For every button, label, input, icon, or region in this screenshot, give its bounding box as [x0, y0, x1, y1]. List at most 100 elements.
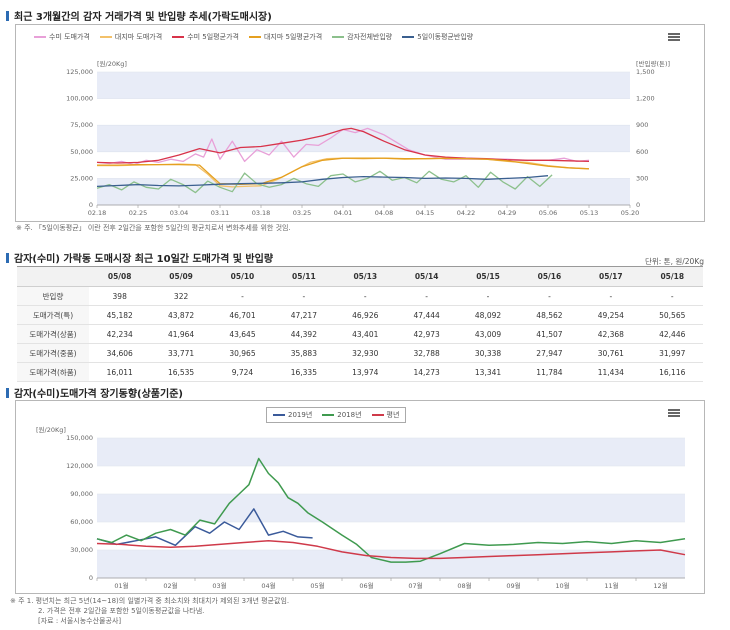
table-column-header: 05/09	[150, 266, 212, 287]
legend-swatch	[172, 36, 185, 38]
table-row: 도매가격(특) 45,182 43,872 46,701 47,217 46,926 47,…	[17, 305, 703, 325]
table-cell: 14,273	[395, 362, 458, 382]
chart2-menu-icon[interactable]	[668, 409, 680, 417]
chart1-menu-icon[interactable]	[668, 33, 680, 41]
table-cell: 30,338	[457, 343, 519, 363]
table-cell: 43,645	[211, 324, 274, 344]
legend-label: 감자전체반입량	[347, 33, 393, 41]
table-column-header: 05/15	[457, 266, 519, 287]
table-cell: 41,964	[150, 324, 212, 344]
chart1-legend-item-2[interactable]: 수미 5일평균가격	[172, 32, 239, 42]
table-cell: 32,930	[334, 343, 396, 363]
table-cell: 45,182	[89, 305, 151, 325]
legend-label: 수미 도매가격	[49, 33, 90, 41]
table-cell: 41,507	[518, 324, 581, 344]
chart1-title-text: 최근 3개월간의 감자 거래가격 및 반입량 추세(가락도매시장)	[14, 12, 272, 23]
table-cell: -	[211, 286, 274, 306]
table-column-header: 05/16	[518, 266, 581, 287]
chart1-legend-item-3[interactable]: 대지마 5일평균가격	[248, 32, 323, 42]
chart2-legend: 2019년 2018년 평년	[266, 407, 407, 423]
table-column-header: 05/11	[273, 266, 335, 287]
legend-swatch	[332, 36, 345, 38]
title-bar-marker	[6, 252, 9, 263]
chart2-legend-item-2[interactable]: 평년	[371, 410, 400, 420]
table-cell: 42,368	[580, 324, 642, 344]
table-row: 도매가격(상품) 42,234 41,964 43,645 44,392 43,401 42…	[17, 324, 703, 344]
legend-swatch	[248, 36, 261, 38]
table-cell: -	[580, 286, 642, 306]
chart1-legend-item-0[interactable]: 수미 도매가격	[34, 32, 90, 42]
chart2-legend-item-0[interactable]: 2019년	[273, 410, 312, 420]
chart1-legend: 수미 도매가격 대지마 도매가격 수미 5일평균가격 대지마 5일평균가격 감자전체반입…	[34, 32, 473, 42]
table-row-label: 도매가격(상품)	[17, 324, 89, 344]
chart2-frame: 2019년 2018년 평년	[15, 400, 705, 594]
table-cell: 34,606	[89, 343, 151, 363]
table-cell: 46,926	[334, 305, 396, 325]
table-cell: 30,761	[580, 343, 642, 363]
table-row-label: 도매가격(하품)	[17, 362, 89, 382]
table-cell: 42,234	[89, 324, 151, 344]
legend-label: 대지마 도매가격	[114, 33, 163, 41]
table-cell: 31,997	[641, 343, 703, 363]
table-column-header: 05/18	[641, 266, 703, 287]
chart2-title: 감자(수미)도매가격 장기동향(상품기준)	[6, 385, 183, 400]
chart1-title: 최근 3개월간의 감자 거래가격 및 반입량 추세(가락도매시장)	[6, 8, 272, 23]
legend-swatch	[273, 414, 285, 416]
table-cell: 42,446	[641, 324, 703, 344]
table-cell: -	[334, 286, 396, 306]
table-cell: -	[395, 286, 458, 306]
table-column-header: 05/17	[580, 266, 642, 287]
chart2-title-text: 감자(수미)도매가격 장기동향(상품기준)	[14, 389, 183, 400]
legend-label: 2019년	[288, 411, 313, 419]
table-column-header: 05/10	[211, 266, 274, 287]
table-column-header: 05/08	[89, 266, 151, 287]
chart2-note-3: [자료 : 서울시농수산물공사]	[38, 617, 122, 625]
chart1-legend-item-1[interactable]: 대지마 도매가격	[99, 32, 163, 42]
table-cell: 47,444	[395, 305, 458, 325]
table-row-label: 도매가격(특)	[17, 305, 89, 325]
table-cell: -	[641, 286, 703, 306]
chart1-legend-item-5[interactable]: 5일이동평균반입량	[402, 32, 473, 42]
table-cell: 35,883	[273, 343, 335, 363]
price-table-header: 05/08 05/09 05/10 05/11 05/13 05/14 05/15 05/16…	[17, 266, 703, 287]
legend-label: 대지마 5일평균가격	[263, 33, 323, 41]
table-row: 반입량 398 322- - - - - - - -	[17, 286, 703, 306]
table-row: 도매가격(중품) 34,606 33,771 30,965 35,883 32,930 32…	[17, 343, 703, 363]
table-cell: 27,947	[518, 343, 581, 363]
table-column-header: 05/14	[395, 266, 458, 287]
table-cell: 43,009	[457, 324, 519, 344]
table-cell: 43,872	[150, 305, 212, 325]
legend-swatch	[99, 36, 112, 38]
legend-swatch	[322, 414, 335, 416]
chart2-legend-item-1[interactable]: 2018년	[322, 410, 362, 420]
table-row-label: 반입량	[17, 286, 89, 306]
table-cell: -	[518, 286, 581, 306]
title-bar-marker	[6, 10, 9, 21]
table-unit: 단위: 톤, 원/20Kg	[644, 257, 704, 266]
table-cell: 322	[150, 286, 212, 306]
chart1-legend-item-4[interactable]: 감자전체반입량	[332, 32, 392, 42]
chart1-frame: 수미 도매가격 대지마 도매가격 수미 5일평균가격 대지마 5일평균가격 감자전체반입…	[15, 24, 705, 222]
table-title-text: 감자(수미) 가락동 도매시장 최근 10일간 도매가격 및 반입량	[14, 254, 274, 265]
chart1-note: ※ 주. 「5일이동평균」 이란 전후 2일간을 포함한 5일간의 평균치로서 …	[16, 224, 291, 232]
table-cell: 9,724	[211, 362, 274, 382]
legend-label: 평년	[386, 411, 400, 419]
legend-swatch	[34, 36, 46, 38]
table-cell: 13,974	[334, 362, 396, 382]
table-cell: 43,401	[334, 324, 396, 344]
legend-swatch	[371, 414, 384, 416]
table-cell: -	[457, 286, 519, 306]
legend-label: 수미 5일평균가격	[187, 33, 239, 41]
price-table: 05/08 05/09 05/10 05/11 05/13 05/14 05/15 05/16…	[17, 266, 703, 382]
table-cell: 32,788	[395, 343, 458, 363]
table-cell: 48,562	[518, 305, 581, 325]
table-cell: 42,973	[395, 324, 458, 344]
table-cell: 398	[89, 286, 151, 306]
chart2-note-1: ※ 주 1. 평년치는 최근 5년(14~18)의 일별가격 중 최소치와 최대…	[10, 597, 290, 605]
table-cell: 11,434	[580, 362, 642, 382]
table-cell: 16,011	[89, 362, 151, 382]
table-row: 도매가격(하품) 16,011 16,535 9,724 16,335 13,974 14,…	[17, 362, 703, 382]
table-cell: 16,335	[273, 362, 335, 382]
table-cell: 16,535	[150, 362, 212, 382]
table-cell: 48,092	[457, 305, 519, 325]
